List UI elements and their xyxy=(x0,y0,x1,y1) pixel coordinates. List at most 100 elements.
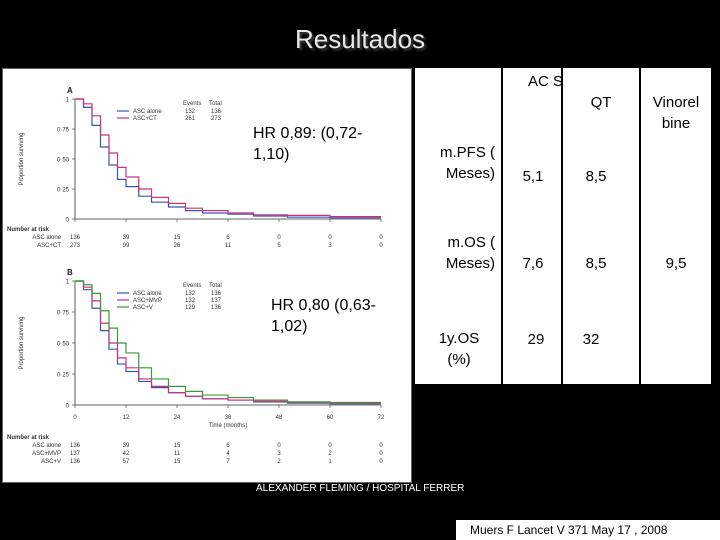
results-table: AC S QT Vinorel bine m.PFS ( Meses) 5,1 … xyxy=(415,68,713,384)
risk-value: 99 xyxy=(123,243,130,249)
risk-value: 0 xyxy=(277,235,281,241)
risk-value: 136 xyxy=(70,235,81,241)
risk-value: 11 xyxy=(174,451,181,457)
risk-value: 11 xyxy=(225,243,232,249)
risk-value: 7 xyxy=(226,459,230,465)
x-tick-label: 72 xyxy=(378,415,385,421)
risk-value: 0 xyxy=(328,235,332,241)
x-tick-label: 0 xyxy=(73,415,77,421)
risk-value: 57 xyxy=(123,459,130,465)
risk-row-name: ASC alone xyxy=(32,443,61,449)
risk-value: 3 xyxy=(277,451,281,457)
y-tick-label: 1 xyxy=(66,98,70,104)
cell-1yos-asc: 29 xyxy=(527,331,545,348)
risk-value: 26 xyxy=(174,243,181,249)
risk-value: 1 xyxy=(328,459,332,465)
legend-events: 261 xyxy=(185,116,196,122)
cell-os-asc: 7,6 xyxy=(522,255,544,272)
risk-value: 0 xyxy=(328,443,332,449)
legend-header-events: Events xyxy=(183,101,201,107)
legend-header-total: Total xyxy=(209,283,222,289)
x-tick-label: 12 xyxy=(123,415,130,421)
x-tick-label: 36 xyxy=(225,415,232,421)
legend-total: 136 xyxy=(211,305,222,311)
legend-events: 132 xyxy=(185,109,196,115)
x-tick-label: 60 xyxy=(327,415,334,421)
legend-events: 132 xyxy=(185,298,196,304)
risk-value: 0 xyxy=(379,235,383,241)
legend-total: 136 xyxy=(211,291,222,297)
risk-value: 39 xyxy=(123,443,130,449)
survival-curve xyxy=(75,98,381,218)
risk-value: 0 xyxy=(379,459,383,465)
risk-value: 6 xyxy=(226,443,230,449)
kaplan-meier-figure: A 1 0·75 0·50 0·25 0 Proportion surviving Event… xyxy=(2,68,412,483)
legend-header-events: Events xyxy=(183,283,201,289)
risk-value: 0 xyxy=(277,443,281,449)
number-at-risk-title: Number at risk xyxy=(7,227,50,233)
number-at-risk-title: Number at risk xyxy=(7,435,50,441)
col-header-qt: QT xyxy=(590,94,612,111)
row-label-os: m.OS ( Meses) xyxy=(445,234,495,272)
y-tick-label: 0 xyxy=(66,404,70,410)
cell-os-qt: 8,5 xyxy=(585,255,607,272)
risk-row-name: ASC alone xyxy=(32,235,61,241)
survival-curve xyxy=(75,280,381,404)
table-divider xyxy=(711,68,713,384)
risk-value: 3 xyxy=(328,243,332,249)
row-label-pfs: m.PFS ( Meses) xyxy=(440,144,495,182)
risk-value: 0 xyxy=(379,243,383,249)
risk-row-name: ASC+CT xyxy=(37,243,61,249)
y-tick-label: 0·75 xyxy=(57,311,70,317)
col-header-vinorelbine: Vinorel bine xyxy=(652,94,700,132)
risk-value: 6 xyxy=(226,235,230,241)
footer-text: ALEXANDER FLEMING / HOSPITAL FERRER xyxy=(256,483,465,494)
legend-item: ASC+CT xyxy=(133,116,157,122)
x-tick-label: 24 xyxy=(174,415,181,421)
risk-value: 137 xyxy=(70,451,81,457)
y-tick-label: 0·75 xyxy=(57,128,70,134)
y-tick-label: 0·50 xyxy=(57,342,70,348)
risk-value: 42 xyxy=(123,451,130,457)
y-axis-label: Proportion surviving xyxy=(19,132,25,185)
panel-label: B xyxy=(67,268,73,277)
legend-total: 137 xyxy=(211,298,222,304)
risk-value: 15 xyxy=(174,459,181,465)
y-tick-label: 0·25 xyxy=(57,188,70,194)
legend-total: 273 xyxy=(211,116,222,122)
y-tick-label: 0 xyxy=(66,218,70,224)
y-tick-label: 0·25 xyxy=(57,373,70,379)
y-axis-label: Proportion surviving xyxy=(19,316,25,369)
cell-os-vin: 9,5 xyxy=(665,255,687,272)
cell-1yos-qt: 32 xyxy=(582,331,600,348)
risk-value: 136 xyxy=(70,443,81,449)
risk-value: 2 xyxy=(277,459,281,465)
x-tick-label: 48 xyxy=(276,415,283,421)
legend-item: ASC+MVP xyxy=(133,298,162,304)
slide-title: Resultados xyxy=(294,24,426,54)
risk-value: 2 xyxy=(328,451,332,457)
x-axis-label: Time (months) xyxy=(209,423,247,429)
legend-total: 136 xyxy=(211,109,222,115)
risk-value: 5 xyxy=(277,243,281,249)
risk-row-name: ASC+V xyxy=(41,459,61,465)
risk-value: 273 xyxy=(70,243,81,249)
y-tick-label: 1 xyxy=(66,280,70,286)
risk-value: 0 xyxy=(379,451,383,457)
legend-item: ASC alone xyxy=(133,291,162,297)
hazard-ratio-b: HR 0,80 (0,63-1,02) xyxy=(271,297,376,335)
legend-header-total: Total xyxy=(209,101,222,107)
y-tick-label: 0·50 xyxy=(57,158,70,164)
row-label-1y-os: 1y.OS (%) xyxy=(438,330,480,368)
risk-value: 136 xyxy=(70,459,81,465)
legend-item: ASC alone xyxy=(133,109,162,115)
risk-value: 15 xyxy=(174,443,181,449)
legend-item: ASC+V xyxy=(133,305,153,311)
reference-citation: Muers F Lancet V 371 May 17 , 2008 xyxy=(456,520,720,540)
survival-curves-svg: A 1 0·75 0·50 0·25 0 Proportion surviving Event… xyxy=(7,86,385,465)
table-divider xyxy=(561,68,563,384)
risk-row-name: ASC+MVP xyxy=(32,451,61,457)
legend-events: 129 xyxy=(185,305,196,311)
risk-value: 4 xyxy=(226,451,230,457)
hazard-ratio-a: HR 0,89: (0,72-1,10) xyxy=(253,125,363,163)
